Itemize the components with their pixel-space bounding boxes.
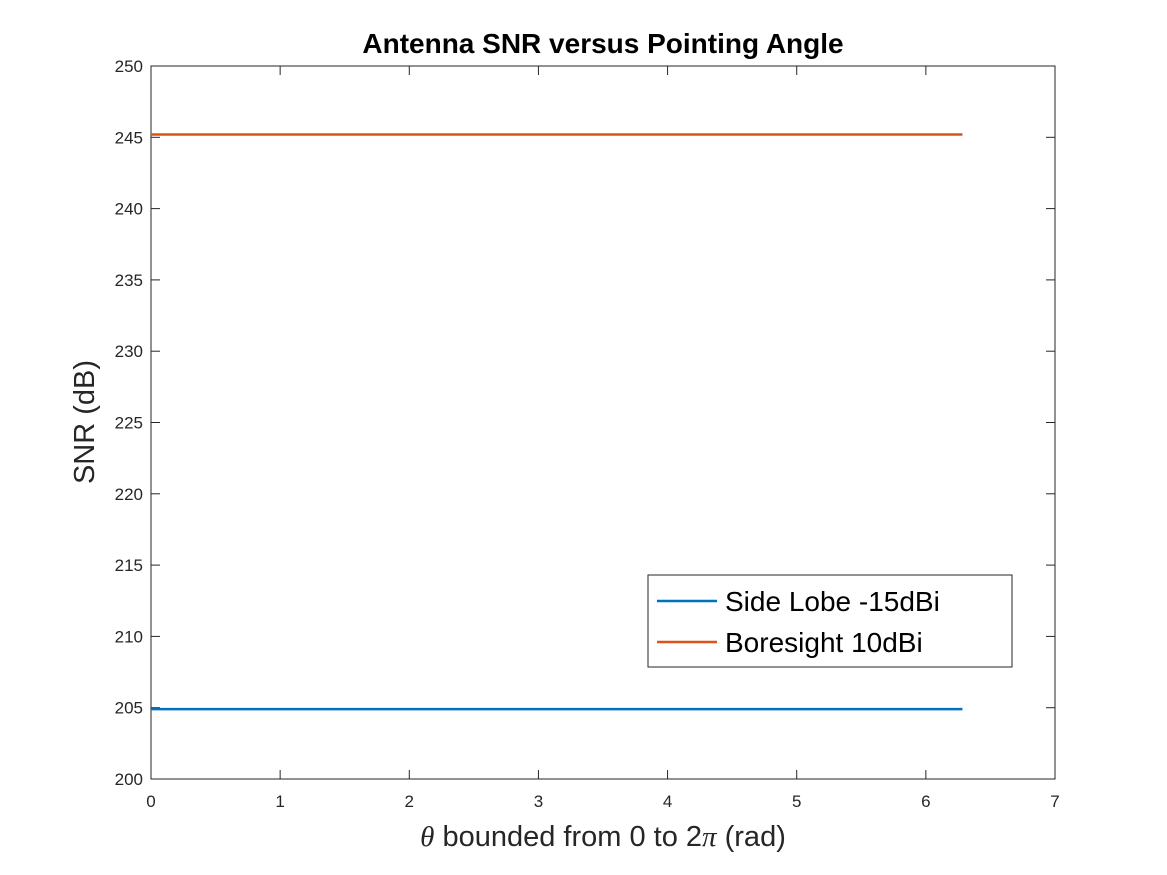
- y-tick-label-10: 250: [115, 57, 143, 76]
- chart-title: Antenna SNR versus Pointing Angle: [362, 28, 843, 59]
- y-axis-label: SNR (dB): [69, 360, 101, 484]
- x-tick-label-4: 4: [663, 792, 672, 811]
- y-tick-label-8: 240: [115, 200, 143, 219]
- x-tick-label-5: 5: [792, 792, 801, 811]
- y-tick-label-3: 215: [115, 556, 143, 575]
- y-tick-label-2: 210: [115, 627, 143, 646]
- y-tick-label-1: 205: [115, 699, 143, 718]
- x-tick-label-0: 0: [146, 792, 155, 811]
- legend-label-side-lobe: Side Lobe -15dBi: [725, 586, 940, 617]
- y-tick-label-4: 220: [115, 485, 143, 504]
- y-tick-label-0: 200: [115, 770, 143, 789]
- y-tick-label-7: 235: [115, 271, 143, 290]
- x-tick-label-3: 3: [534, 792, 543, 811]
- y-tick-label-6: 230: [115, 342, 143, 361]
- plot-area: [150, 65, 1056, 780]
- legend: Side Lobe -15dBi Boresight 10dBi: [647, 574, 1013, 668]
- legend-label-boresight: Boresight 10dBi: [725, 627, 923, 658]
- x-axis-label-unit: (rad): [717, 821, 786, 853]
- legend-box: [647, 574, 1013, 668]
- x-axis-label-theta: θ: [420, 821, 434, 853]
- x-axis-label-pi: π: [702, 821, 718, 853]
- x-tick-label-1: 1: [275, 792, 284, 811]
- series-lines: [151, 133, 963, 711]
- y-axis-ticks: 200 205 210 215 220 225 230 235 240 245 250: [115, 57, 1055, 789]
- x-tick-label-7: 7: [1050, 792, 1059, 811]
- x-tick-label-2: 2: [405, 792, 414, 811]
- x-axis-label-text: bounded from 0 to 2: [434, 821, 702, 853]
- x-axis-ticks: 0 1 2 3 4 5 6 7: [146, 66, 1060, 811]
- x-tick-label-6: 6: [921, 792, 930, 811]
- y-tick-label-9: 245: [115, 128, 143, 147]
- y-tick-label-5: 225: [115, 414, 143, 433]
- x-axis-label: θ bounded from 0 to 2π (rad): [420, 821, 786, 853]
